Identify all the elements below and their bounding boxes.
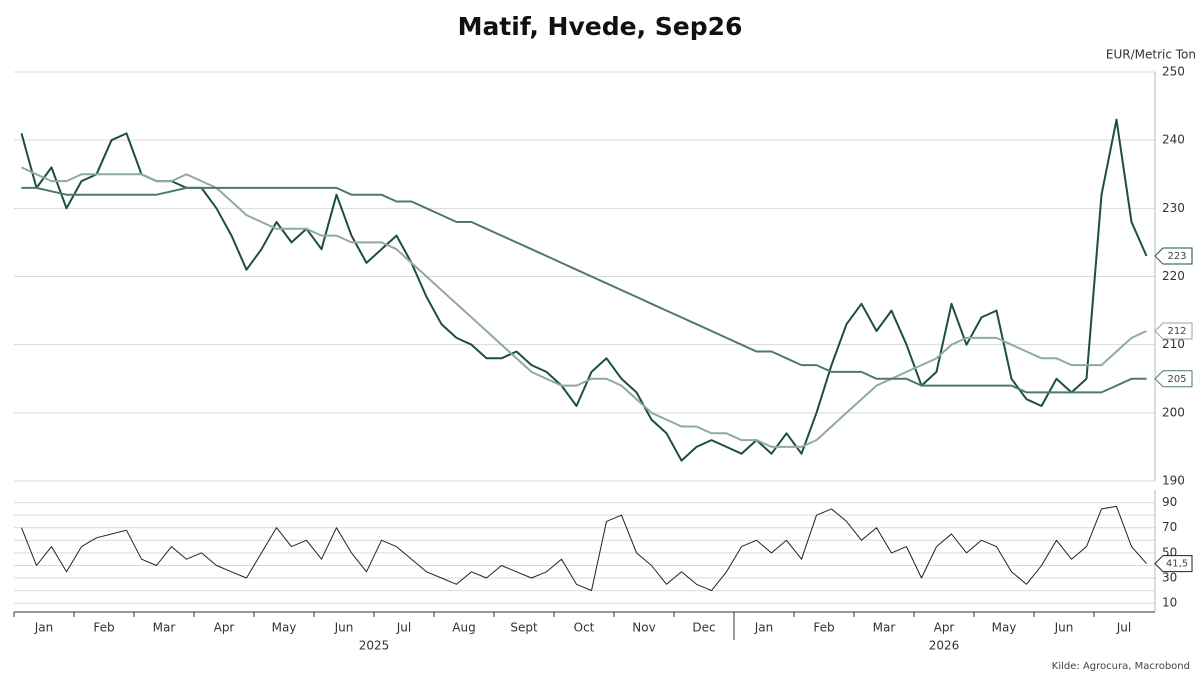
y-tick-label: 210 xyxy=(1162,337,1185,351)
end-label-box xyxy=(1154,370,1193,388)
y-tick-label: 250 xyxy=(1162,65,1185,79)
end-label-box xyxy=(1154,322,1193,340)
x-tick-label: Sept xyxy=(510,621,538,635)
x-tick-label: Jun xyxy=(1054,621,1074,635)
series-line xyxy=(21,166,1147,448)
chart-title: Matif, Hvede, Sep26 xyxy=(458,12,743,41)
x-tick-label: May xyxy=(272,621,297,635)
end-label: 41,5 xyxy=(1166,559,1188,570)
year-label: 2026 xyxy=(929,639,960,653)
x-tick-label: Nov xyxy=(632,621,655,635)
y-tick-label: 10 xyxy=(1162,596,1177,610)
series-line xyxy=(21,186,1147,394)
end-label-box xyxy=(1154,555,1193,573)
x-tick-label: Jul xyxy=(396,621,411,635)
y-tick-label: 70 xyxy=(1162,520,1177,534)
x-tick-label: Jun xyxy=(334,621,354,635)
y-tick-label: 90 xyxy=(1162,495,1177,509)
y-tick-label: 240 xyxy=(1162,133,1185,147)
x-tick-label: Dec xyxy=(692,621,715,635)
x-tick-label: Jan xyxy=(754,621,774,635)
series-line xyxy=(21,505,1147,592)
x-tick-label: Oct xyxy=(574,621,595,635)
x-tick-label: Aug xyxy=(452,621,475,635)
y-tick-label: 190 xyxy=(1162,474,1185,488)
end-label-box xyxy=(1154,247,1193,265)
x-tick-label: Feb xyxy=(93,621,114,635)
x-tick-label: Mar xyxy=(153,621,176,635)
x-tick-label: Apr xyxy=(214,621,235,635)
series-line xyxy=(20,118,1148,462)
x-tick-label: Jul xyxy=(1116,621,1131,635)
x-tick-label: Mar xyxy=(873,621,896,635)
x-tick-label: Jan xyxy=(34,621,54,635)
x-tick-label: Apr xyxy=(934,621,955,635)
y-axis-label: EUR/Metric Ton xyxy=(1106,48,1196,62)
x-tick-label: May xyxy=(992,621,1017,635)
year-label: 2025 xyxy=(359,639,390,653)
y-tick-label: 220 xyxy=(1162,269,1185,283)
y-tick-label: 230 xyxy=(1162,201,1185,215)
end-label: 212 xyxy=(1167,326,1186,337)
y-tick-label: 200 xyxy=(1162,405,1185,419)
source-note: Kilde: Agrocura, Macrobond xyxy=(1052,661,1190,672)
end-label: 205 xyxy=(1167,374,1186,385)
x-tick-label: Feb xyxy=(813,621,834,635)
end-label: 223 xyxy=(1167,251,1186,262)
y-tick-label: 30 xyxy=(1162,571,1177,585)
